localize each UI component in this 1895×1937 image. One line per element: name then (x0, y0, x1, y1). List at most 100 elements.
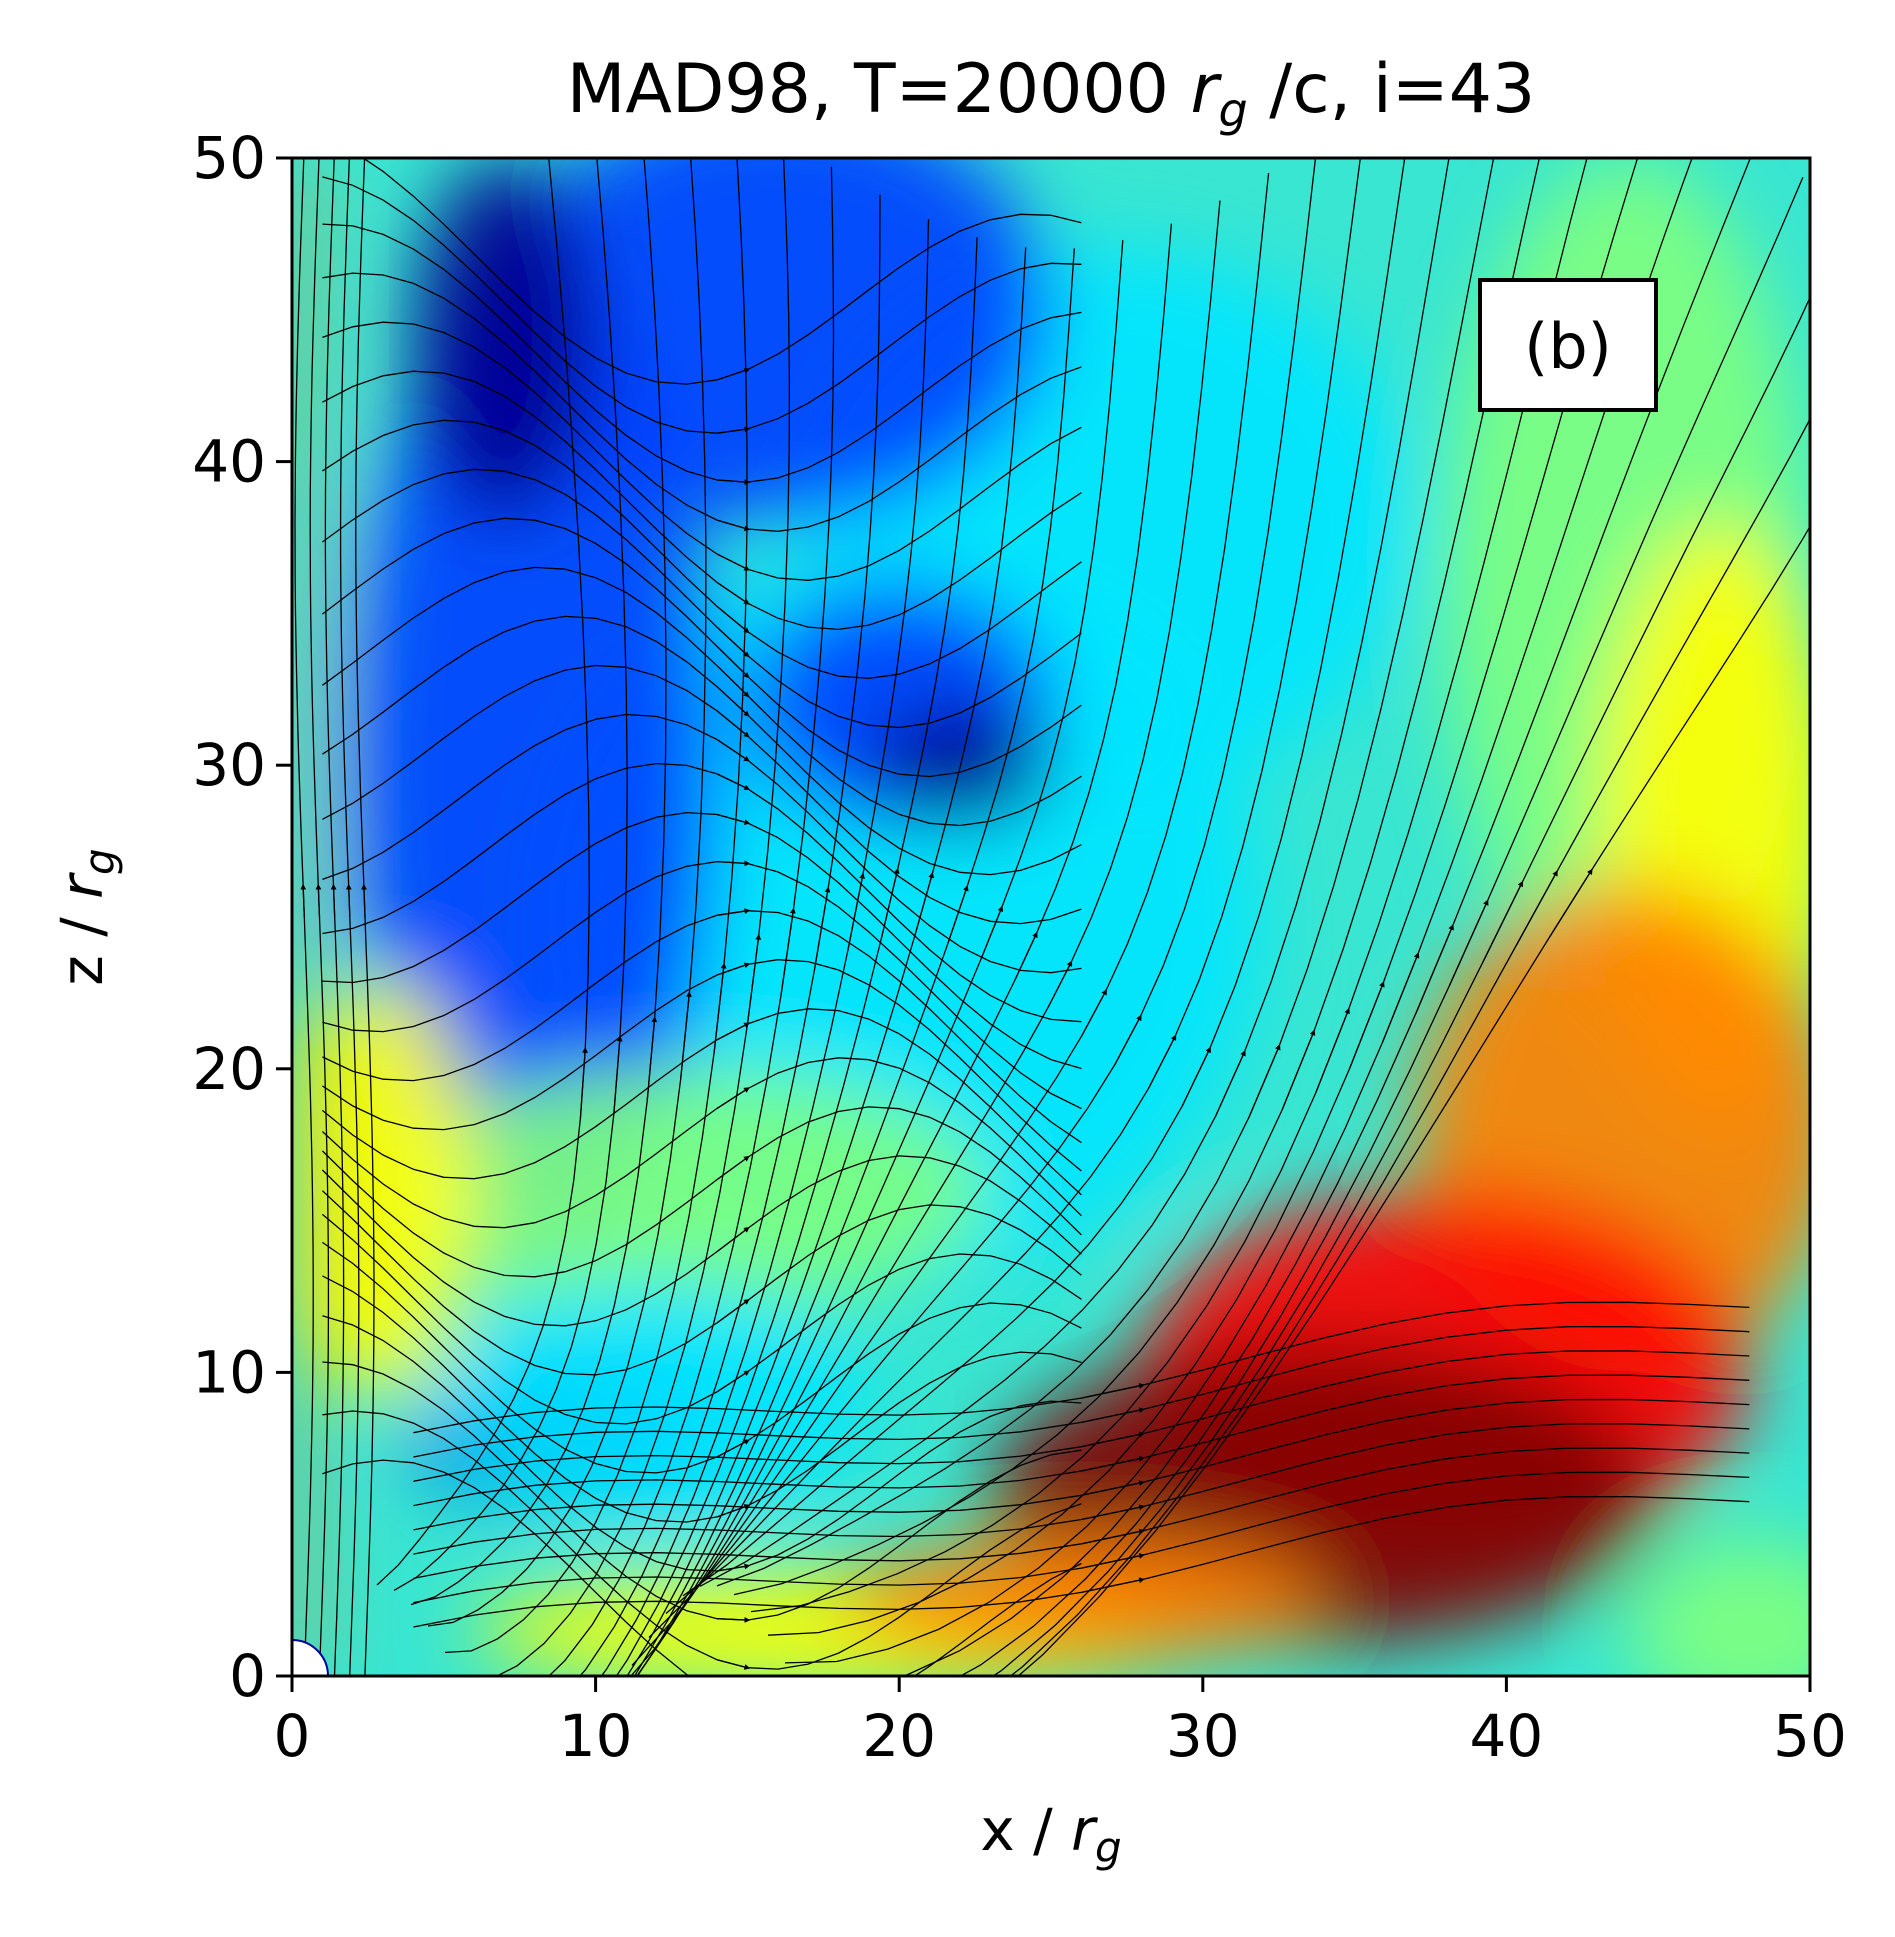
streamline-47 (322, 959, 1082, 1172)
streamline-15 (626, 247, 1027, 1676)
streamline-10-arrow (746, 933, 762, 1024)
streamline-55 (322, 566, 1082, 827)
streamline-9 (444, 158, 748, 1654)
streamline-42-arrow (716, 1298, 750, 1324)
streamline-61-arrow (716, 519, 751, 531)
streamline-19 (630, 200, 1221, 1676)
x-tick-label-40: 40 (1469, 1702, 1543, 1770)
streamline-5-arrow (579, 1047, 588, 1119)
plot-frame (290, 156, 1812, 1678)
streamline-55-arrow (716, 665, 750, 698)
streamline-39 (322, 1275, 1082, 1523)
streamline-72-arrow (1081, 1407, 1145, 1424)
streamline-1-arrow (315, 883, 322, 918)
streamline-11 (548, 166, 835, 1676)
streamline-13-arrow (847, 872, 865, 951)
streamline-58 (322, 419, 1082, 680)
streamline-16 (633, 248, 1075, 1676)
streamline-66-arrow (1081, 1553, 1145, 1569)
streamline-67-arrow (1081, 1528, 1145, 1545)
streamline-14 (615, 237, 978, 1676)
streamline-31-arrow (1448, 899, 1489, 986)
heatmap-region-green-bottom-right (1627, 1539, 1810, 1676)
streamline-44 (321, 1106, 1082, 1278)
streamline-20-arrow (1081, 989, 1107, 1037)
x-axis-ticks: 0 10 20 30 40 50 (274, 1676, 1847, 1770)
streamline-54 (322, 615, 1082, 876)
y-axis-ticks: 0 10 20 30 40 50 (192, 124, 292, 1710)
streamline-23-arrow (1181, 1046, 1211, 1107)
x-tick-label-20: 20 (862, 1702, 936, 1770)
streamline-43 (321, 1155, 1082, 1327)
streamline-49 (322, 860, 1082, 1110)
streamline-22-arrow (1148, 1034, 1177, 1089)
streamline-73-arrow (1081, 1383, 1145, 1399)
black-hole-horizon (292, 1638, 330, 1676)
streamline-63 (322, 176, 1082, 434)
y-tick-label-40: 40 (192, 428, 266, 496)
chart-title: MAD98, T=20000 rg /c, i=43 (567, 50, 1535, 137)
streamline-56 (322, 517, 1082, 778)
y-tick-label-0: 0 (229, 1642, 266, 1710)
streamline-5 (376, 158, 590, 1586)
streamline-7-arrow (646, 1016, 658, 1100)
streamline-7 (410, 158, 667, 1606)
panel-label: (b) (1524, 310, 1612, 383)
streamline-32-arrow (1482, 880, 1523, 963)
heatmap-region-orange-base (838, 1539, 1325, 1661)
streamline-8-arrow (680, 991, 692, 1079)
streamline-8 (427, 158, 707, 1627)
streamline-65-arrow (1081, 1577, 1145, 1594)
streamline-41 (321, 1213, 1082, 1425)
streamline-38 (322, 1315, 1082, 1572)
streamline-68-arrow (1081, 1504, 1145, 1521)
streamline-57 (322, 468, 1082, 729)
y-tick-label-30: 30 (192, 731, 266, 799)
streamline-12-arrow (813, 886, 831, 971)
streamline-32 (992, 296, 1810, 1676)
streamline-33 (1009, 417, 1810, 1676)
streamline-62-arrow (716, 479, 751, 485)
streamline-17-arrow (980, 905, 1004, 959)
streamline-59 (322, 370, 1082, 631)
streamline-4-arrow (361, 883, 367, 918)
streamline-9-arrow (713, 962, 727, 1053)
streamline-2 (324, 158, 345, 1676)
streamline-47-arrow (716, 962, 751, 976)
streamline-33-arrow (1515, 870, 1558, 946)
y-tick-label-50: 50 (192, 124, 266, 192)
streamline-64 (361, 158, 1082, 385)
streamline-3-arrow (345, 883, 352, 918)
streamline-25-arrow (1248, 1044, 1281, 1118)
heatmap-polar-edge (292, 158, 311, 1676)
x-tick-label-50: 50 (1773, 1702, 1847, 1770)
streamline-46-arrow (716, 1022, 750, 1041)
streamline-0 (294, 158, 314, 1676)
streamline-54-arrow (716, 686, 750, 717)
streamline-36 (322, 1410, 1082, 1670)
streamline-36-arrow (716, 1659, 751, 1670)
streamline-28-arrow (1348, 981, 1385, 1071)
x-axis-label: x / rg (980, 1796, 1121, 1872)
streamline-59-arrow (716, 581, 750, 605)
streamline-51-arrow (716, 773, 751, 790)
x-tick-label-0: 0 (274, 1702, 311, 1770)
streamline-34-arrow (1549, 868, 1593, 938)
streamline-50 (322, 811, 1082, 1070)
streamline-31 (959, 176, 1804, 1676)
streamline-20 (631, 173, 1270, 1666)
streamline-70-arrow (1081, 1455, 1145, 1472)
streamline-24-arrow (1214, 1049, 1246, 1117)
streamline-60 (322, 321, 1082, 581)
streamline-51 (322, 762, 1082, 1023)
streamline-15-arrow (914, 871, 935, 937)
streamline-23 (682, 158, 1406, 1597)
streamline-52 (322, 713, 1082, 974)
streamline-18 (636, 223, 1173, 1676)
streamline-26 (733, 158, 1541, 1596)
heatmap-region-blue-left (352, 279, 718, 1251)
streamline-1 (309, 158, 330, 1676)
x-tick-label-30: 30 (1166, 1702, 1240, 1770)
streamline-58-arrow (716, 605, 750, 634)
